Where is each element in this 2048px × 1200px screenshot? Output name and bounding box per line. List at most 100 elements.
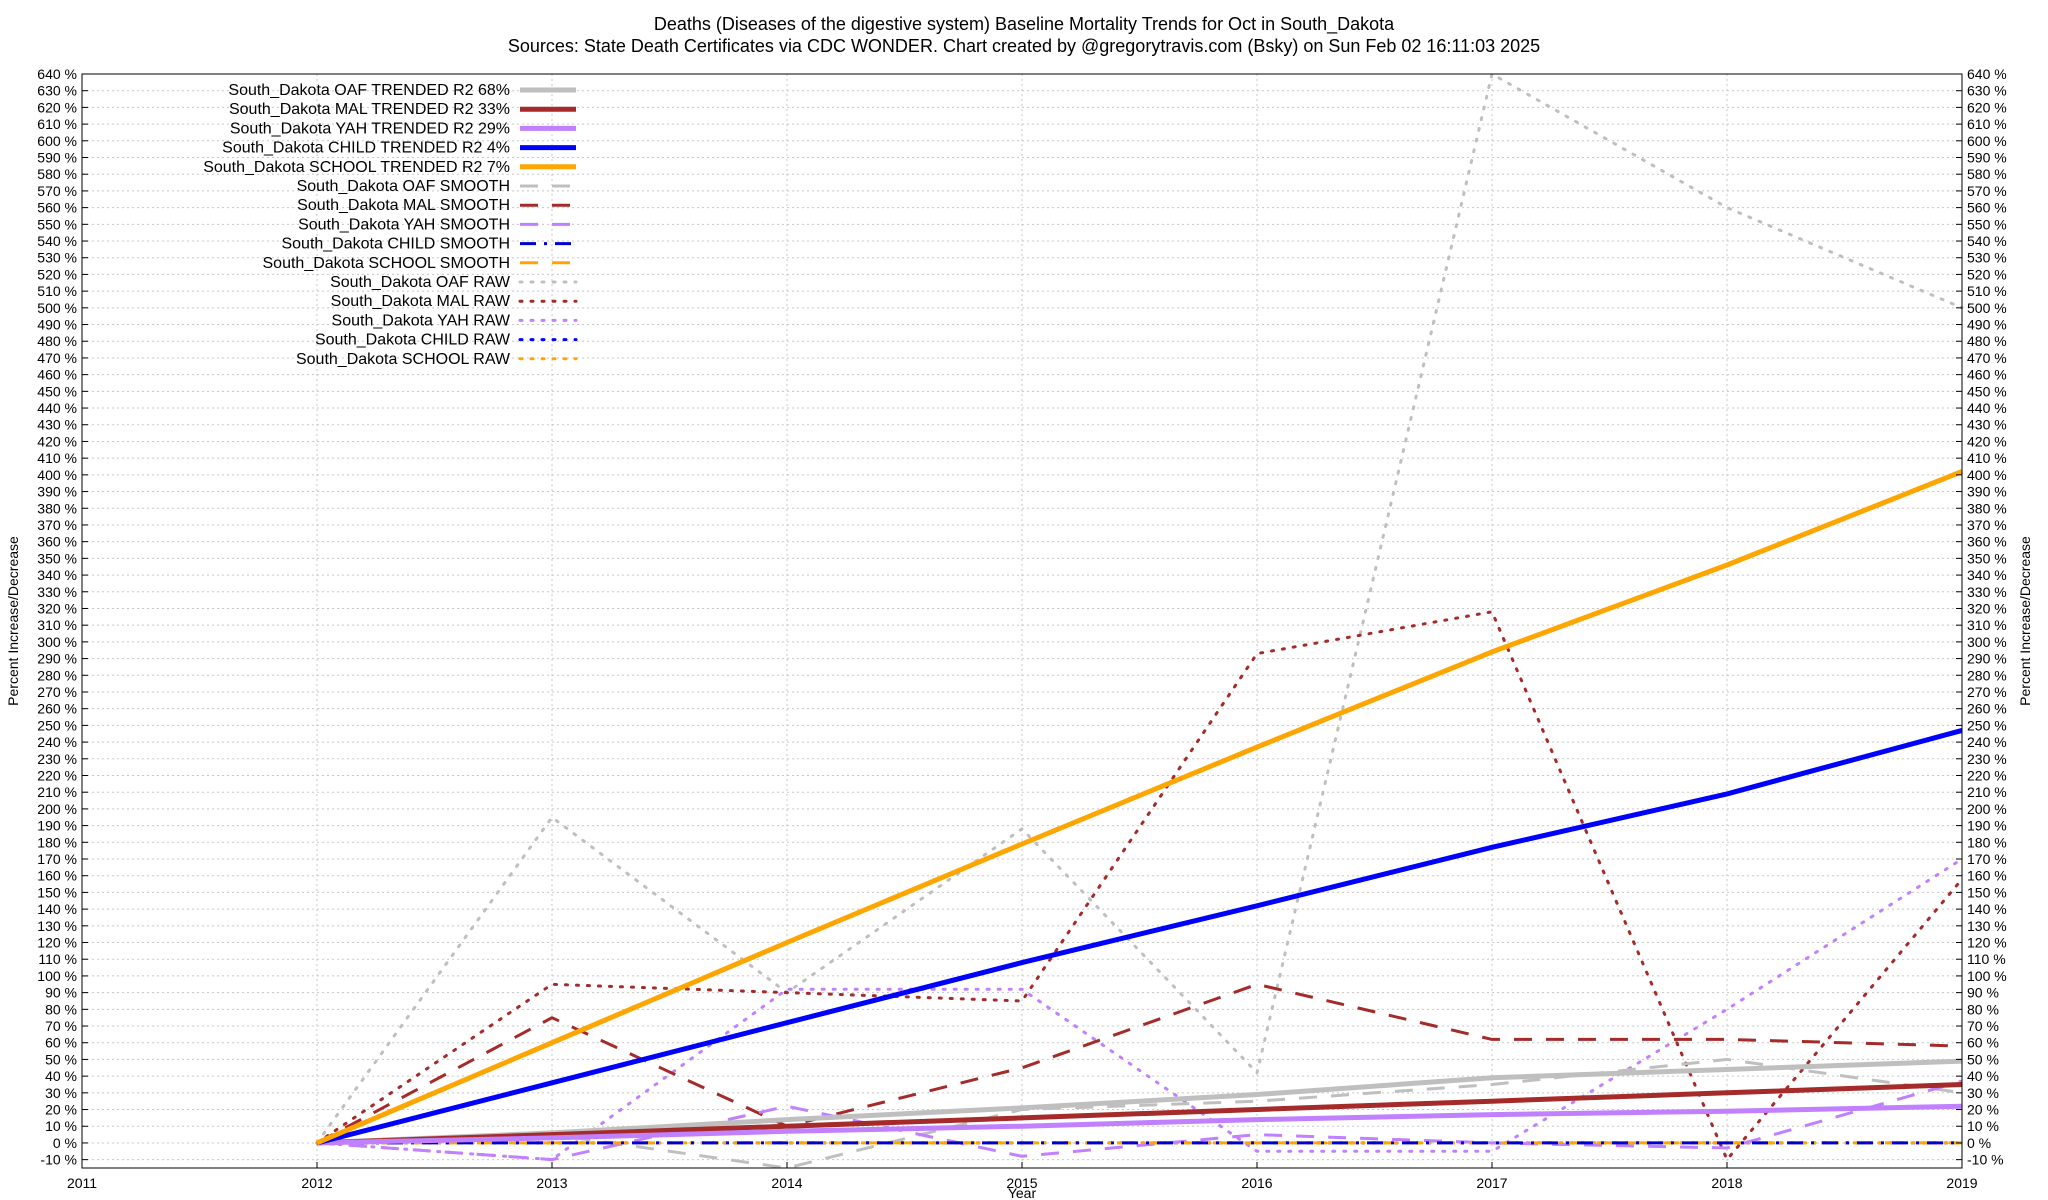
y-tick-label-left: 320 %	[37, 600, 77, 616]
legend-label: South_Dakota MAL SMOOTH	[297, 197, 510, 214]
x-tick-label: 2015	[1006, 1175, 1037, 1191]
y-tick-label-left: 230 %	[37, 751, 77, 767]
series-line-2	[316, 1103, 1963, 1146]
y-tick-label-left: 150 %	[37, 884, 77, 900]
series-line-4	[316, 469, 1963, 1146]
y-tick-label-left: 600 %	[37, 133, 77, 149]
y-tick-label-right: 260 %	[1967, 701, 2007, 717]
y-tick-label-right: 310 %	[1967, 617, 2007, 633]
y-tick-label-left: 0 %	[53, 1135, 77, 1151]
y-tick-label-right: 470 %	[1967, 350, 2007, 366]
y-tick-label-right: 360 %	[1967, 534, 2007, 550]
series-line-3	[316, 727, 1963, 1146]
y-tick-label-right: 520 %	[1967, 266, 2007, 282]
legend-label: South_Dakota YAH SMOOTH	[298, 216, 510, 233]
series-line-7	[316, 1079, 1963, 1162]
series-line-1	[316, 1082, 1963, 1146]
y-tick-label-right: 600 %	[1967, 133, 2007, 149]
y-tick-label-left: 560 %	[37, 200, 77, 216]
legend: South_Dakota OAF TRENDED R2 68% South_Dak…	[203, 82, 578, 368]
y-tick-label-right: 80 %	[1967, 1001, 1999, 1017]
y-tick-label-right: 250 %	[1967, 717, 2007, 733]
y-tick-label-right: 540 %	[1967, 233, 2007, 249]
y-tick-label-right: 500 %	[1967, 300, 2007, 316]
y-tick-label-left: 40 %	[45, 1068, 77, 1084]
y-tick-label-left: 290 %	[37, 651, 77, 667]
y-tick-label-right: 640 %	[1967, 66, 2007, 82]
y-tick-label-right: -10 %	[1967, 1152, 2004, 1168]
y-tick-label-right: 230 %	[1967, 751, 2007, 767]
x-tick-label: 2011	[67, 1175, 97, 1191]
y-tick-label-left: 440 %	[37, 400, 77, 416]
y-tick-label-right: 160 %	[1967, 868, 2007, 884]
y-tick-label-right: 70 %	[1967, 1018, 1999, 1034]
y-tick-label-right: 60 %	[1967, 1035, 1999, 1051]
y-tick-label-left: 630 %	[37, 83, 77, 99]
y-tick-label-left: 90 %	[45, 985, 77, 1001]
y-tick-label-left: 300 %	[37, 634, 77, 650]
y-tick-label-left: 260 %	[37, 701, 77, 717]
axis-ticks: -10 % -10 %0 % 0 %10 % 10 %20 % 20 %30 % 30 %…	[37, 66, 2006, 1191]
y-tick-label-left: 220 %	[37, 767, 77, 783]
y-tick-label-left: 380 %	[37, 500, 77, 516]
x-tick-label: 2014	[771, 1175, 802, 1191]
y-tick-label-right: 620 %	[1967, 99, 2007, 115]
y-tick-label-right: 150 %	[1967, 884, 2007, 900]
y-tick-label-left: 620 %	[37, 99, 77, 115]
y-tick-label-right: 370 %	[1967, 517, 2007, 533]
y-tick-label-left: 530 %	[37, 250, 77, 266]
y-tick-label-right: 560 %	[1967, 200, 2007, 216]
legend-label: South_Dakota MAL TRENDED R2 33%	[229, 101, 510, 118]
y-tick-label-left: 100 %	[37, 968, 77, 984]
y-tick-label-right: 440 %	[1967, 400, 2007, 416]
grid	[81, 73, 1963, 1168]
legend-label: South_Dakota SCHOOL SMOOTH	[263, 255, 511, 272]
y-tick-label-left: 540 %	[37, 233, 77, 249]
y-tick-label-left: 60 %	[45, 1035, 77, 1051]
y-tick-label-left: 350 %	[37, 550, 77, 566]
y-tick-label-left: 210 %	[37, 784, 77, 800]
y-tick-label-right: 130 %	[1967, 918, 2007, 934]
x-tick-label: 2018	[1711, 1175, 1742, 1191]
y-tick-label-left: 330 %	[37, 584, 77, 600]
y-tick-label-left: 390 %	[37, 484, 77, 500]
y-tick-label-right: 220 %	[1967, 767, 2007, 783]
y-tick-label-left: 520 %	[37, 266, 77, 282]
y-tick-label-right: 30 %	[1967, 1085, 1999, 1101]
legend-label: South_Dakota CHILD SMOOTH	[281, 236, 510, 253]
y-tick-label-right: 330 %	[1967, 584, 2007, 600]
y-tick-label-right: 460 %	[1967, 367, 2007, 383]
y-tick-label-right: 210 %	[1967, 784, 2007, 800]
y-tick-label-left: 190 %	[37, 818, 77, 834]
y-tick-label-right: 90 %	[1967, 985, 1999, 1001]
y-tick-label-right: 100 %	[1967, 968, 2007, 984]
y-axis-label-right: Percent Increase/Decrease	[2017, 536, 2033, 706]
chart-subtitle: Sources: State Death Certificates via CD…	[508, 36, 1540, 56]
y-tick-label-right: 420 %	[1967, 433, 2007, 449]
y-tick-label-left: 200 %	[37, 801, 77, 817]
y-tick-label-right: 320 %	[1967, 600, 2007, 616]
y-tick-label-right: 400 %	[1967, 467, 2007, 483]
y-tick-label-right: 430 %	[1967, 417, 2007, 433]
series-line-12	[315, 857, 1964, 1162]
y-tick-label-left: 410 %	[37, 450, 77, 466]
y-tick-label-left: 180 %	[37, 834, 77, 850]
y-tick-label-left: 240 %	[37, 734, 77, 750]
y-tick-label-right: 510 %	[1967, 283, 2007, 299]
legend-label: South_Dakota CHILD RAW	[315, 332, 511, 349]
series-line-5	[316, 1057, 1963, 1170]
y-tick-label-right: 240 %	[1967, 734, 2007, 750]
y-tick-label-left: 280 %	[37, 667, 77, 683]
legend-label: South_Dakota SCHOOL TRENDED R2 7%	[203, 159, 510, 176]
chart-title: Deaths (Diseases of the digestive system…	[654, 14, 1395, 35]
x-tick-label: 2017	[1476, 1175, 1507, 1191]
y-tick-label-right: 340 %	[1967, 567, 2007, 583]
y-tick-label-right: 530 %	[1967, 250, 2007, 266]
y-tick-label-left: 360 %	[37, 534, 77, 550]
y-tick-label-left: 20 %	[45, 1102, 77, 1118]
legend-label: South_Dakota YAH TRENDED R2 29%	[230, 120, 510, 137]
y-tick-label-left: 340 %	[37, 567, 77, 583]
y-tick-label-left: 450 %	[37, 383, 77, 399]
y-tick-label-left: 610 %	[37, 116, 77, 132]
